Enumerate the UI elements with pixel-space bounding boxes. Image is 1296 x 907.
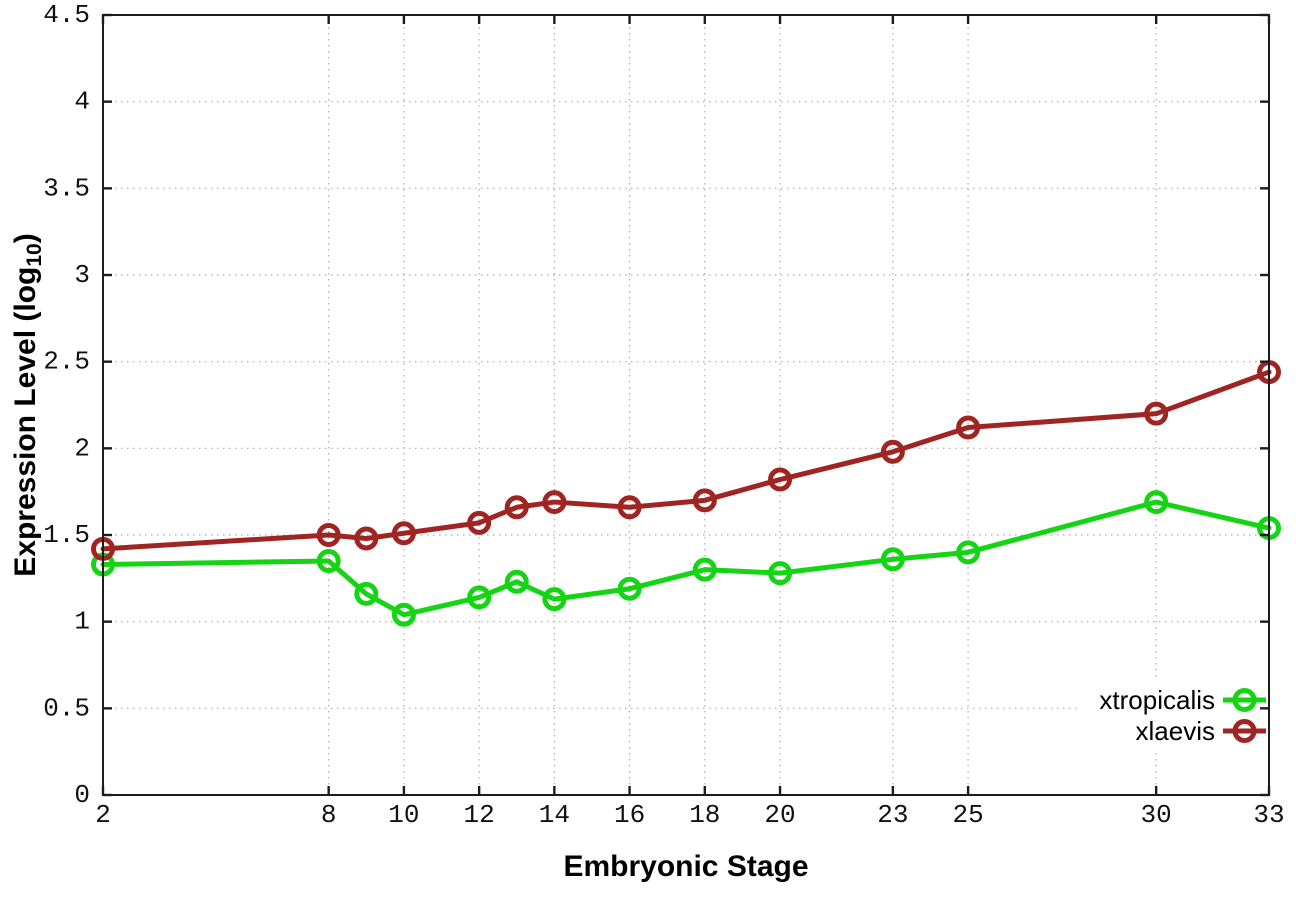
- legend-label-xtropicalis: xtropicalis: [1099, 685, 1215, 715]
- y-axis-title-text: Expression Level (log: [9, 266, 42, 577]
- y-tick-label-1.5: 1.5: [43, 520, 90, 550]
- x-tick-label-20: 20: [764, 800, 795, 830]
- x-tick-label-33: 33: [1253, 800, 1284, 830]
- y-tick-label-2: 2: [74, 433, 90, 463]
- data-point-xtropicalis-stage-25: [956, 540, 981, 565]
- data-point-xtropicalis-stage-14: [542, 587, 567, 612]
- x-tick-label-18: 18: [689, 800, 720, 830]
- data-point-xtropicalis-stage-20: [768, 561, 793, 586]
- y-axis-title: Expression Level (log10): [9, 233, 46, 577]
- legend-marker-xtropicalis: [1232, 688, 1257, 712]
- data-point-xlaevis-stage-18: [692, 488, 717, 513]
- y-tick-label-2.5: 2.5: [43, 347, 90, 377]
- data-point-xtropicalis-stage-9: [354, 581, 379, 606]
- data-point-xtropicalis-stage-30: [1144, 490, 1169, 515]
- data-point-xlaevis-stage-8: [316, 523, 341, 547]
- data-point-xtropicalis-stage-8: [316, 549, 341, 573]
- x-tick-label-10: 10: [388, 800, 419, 830]
- data-point-xtropicalis-stage-18: [692, 557, 717, 582]
- series-line-xlaevis: [100, 369, 1272, 552]
- x-tick-label-14: 14: [539, 800, 570, 830]
- data-point-xlaevis-stage-20: [768, 467, 793, 492]
- y-axis-title-suffix: ): [9, 233, 42, 244]
- x-tick-label-16: 16: [614, 800, 645, 830]
- x-tick-label-25: 25: [952, 800, 983, 830]
- data-point-xlaevis-stage-25: [956, 415, 981, 440]
- data-point-xlaevis-stage-16: [617, 495, 642, 520]
- y-tick-label-4.5: 4.5: [43, 0, 90, 30]
- x-tick-label-8: 8: [321, 800, 337, 830]
- data-point-xtropicalis-stage-10: [391, 602, 416, 627]
- data-point-xlaevis-stage-13: [504, 495, 529, 520]
- x-tick-label-12: 12: [464, 800, 495, 830]
- legend-marker-xlaevis: [1232, 719, 1257, 743]
- y-tick-label-3.5: 3.5: [43, 173, 90, 203]
- series-line-xtropicalis: [100, 499, 1272, 618]
- y-axis-title-subscript: 10: [23, 243, 46, 267]
- y-tick-label-0: 0: [74, 780, 90, 810]
- plot-border: [102, 14, 1270, 796]
- y-tick-label-0.5: 0.5: [43, 693, 90, 723]
- data-point-xlaevis-stage-14: [542, 490, 567, 515]
- data-point-xlaevis-stage-10: [391, 521, 416, 546]
- data-point-xlaevis-stage-12: [467, 510, 492, 535]
- y-tick-label-3: 3: [74, 260, 90, 290]
- data-point-xlaevis-stage-30: [1144, 401, 1169, 426]
- data-point-xlaevis-stage-9: [354, 526, 379, 551]
- legend-label-xlaevis: xlaevis: [1136, 716, 1215, 746]
- x-axis-title: Embryonic Stage: [563, 850, 809, 883]
- y-tick-label-1: 1: [74, 607, 90, 637]
- data-point-xtropicalis-stage-23: [880, 547, 905, 572]
- data-point-xtropicalis-stage-12: [467, 585, 492, 610]
- data-point-xtropicalis-stage-13: [504, 569, 529, 594]
- data-point-xlaevis-stage-23: [880, 439, 905, 464]
- x-tick-label-23: 23: [877, 800, 908, 830]
- x-tick-label-2: 2: [95, 800, 111, 830]
- y-tick-label-4: 4: [74, 87, 90, 117]
- data-point-xtropicalis-stage-16: [617, 576, 642, 601]
- x-tick-label-30: 30: [1141, 800, 1172, 830]
